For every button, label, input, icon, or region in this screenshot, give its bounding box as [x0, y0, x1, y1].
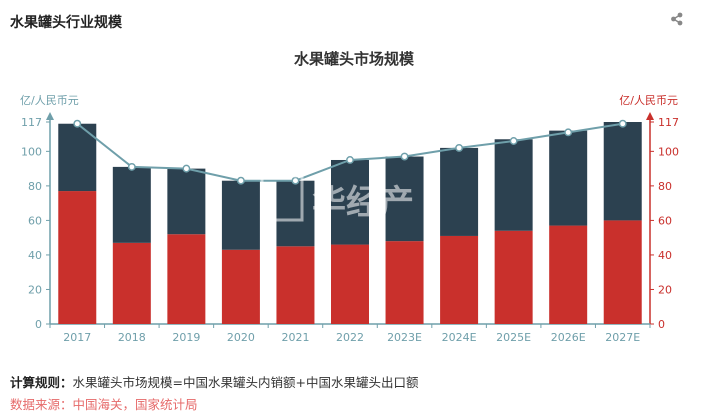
y-right-tick-label: 60	[658, 214, 672, 227]
y-left-tick-label: 100	[21, 145, 42, 158]
y-left-tick-label: 0	[35, 318, 42, 331]
y-left-axis-title: 亿/人民币元	[20, 94, 79, 107]
line-point-2025E[interactable]	[509, 137, 518, 145]
svg-text:华经产: 华经产	[312, 183, 414, 223]
bar-2025E-s0[interactable]	[494, 230, 533, 324]
share-icon[interactable]	[670, 12, 684, 26]
bar-2026E-s1[interactable]	[549, 130, 588, 226]
line-point-2018[interactable]	[127, 162, 136, 171]
y-right-tick-label: 40	[658, 249, 672, 262]
bar-2019-s1[interactable]	[167, 168, 206, 235]
y-right-tick-label: 20	[658, 283, 672, 296]
chart-title: 水果罐头市场规模	[293, 50, 414, 68]
y-left-tick-label: 40	[28, 249, 42, 262]
line-point-2024E[interactable]	[455, 143, 464, 152]
line-point-2023E[interactable]	[400, 152, 409, 161]
bar-2020-s0[interactable]	[221, 249, 260, 324]
calc-rule-line: 计算规则：水果罐头市场规模=中国水果罐头内销额+中国水果罐头出口额	[10, 372, 418, 391]
x-tick-label-2018: 2018	[118, 331, 146, 344]
y-left-tick-label: 117	[21, 116, 42, 129]
y-left-tick-label: 80	[28, 180, 42, 193]
bar-2025E-s1[interactable]	[494, 139, 533, 231]
x-tick-label-2024E: 2024E	[442, 331, 477, 344]
x-tick-label-2025E: 2025E	[496, 331, 531, 344]
bar-2022-s0[interactable]	[331, 244, 369, 324]
line-point-2022[interactable]	[346, 156, 354, 164]
bar-2027E-s1[interactable]	[603, 122, 642, 221]
line-point-2026E[interactable]	[564, 128, 573, 137]
bar-2026E-s0[interactable]	[549, 225, 588, 324]
bar-2018-s1[interactable]	[112, 166, 151, 243]
bar-2027E-s0[interactable]	[603, 220, 642, 324]
x-tick-label-2023E: 2023E	[387, 331, 422, 344]
bar-2018-s0[interactable]	[112, 242, 151, 324]
y-right-tick-label: 100	[658, 145, 679, 158]
calc-rule-text: 水果罐头市场规模=中国水果罐头内销额+中国水果罐头出口额	[72, 375, 419, 390]
bar-2023E-s0[interactable]	[385, 241, 424, 324]
bar-2024E-s0[interactable]	[440, 235, 479, 324]
bar-2023E-s1[interactable]	[385, 156, 424, 242]
calc-rule-label: 计算规则：	[10, 375, 73, 390]
y-right-axis-title: 亿/人民币元	[619, 94, 678, 107]
bar-2019-s0[interactable]	[167, 234, 206, 324]
bar-2024E-s1[interactable]	[440, 147, 479, 236]
bar-2022-s1[interactable]	[331, 159, 369, 245]
line-point-2027E[interactable]	[618, 119, 627, 128]
x-tick-label-2017: 2017	[63, 331, 91, 344]
y-right-tick-label: 80	[658, 180, 672, 193]
watermark-logo: 华经产	[260, 174, 414, 223]
data-source: 数据来源：中国海关，国家统计局	[10, 397, 198, 412]
y-left-axis-arrow	[46, 112, 54, 120]
bar-2017-s0[interactable]	[58, 191, 97, 324]
x-tick-label-2019: 2019	[172, 331, 200, 344]
x-tick-label-2021: 2021	[281, 331, 309, 344]
y-left-tick-label: 60	[28, 214, 42, 227]
bar-2020-s1[interactable]	[221, 180, 260, 250]
y-right-axis-arrow	[646, 112, 654, 120]
line-point-2021[interactable]	[291, 176, 300, 185]
y-left-tick-label: 20	[28, 283, 42, 296]
bar-2021-s1[interactable]	[276, 180, 315, 247]
line-point-2020[interactable]	[236, 176, 245, 185]
y-right-tick-label: 117	[658, 116, 679, 129]
x-tick-label-2022: 2022	[336, 331, 364, 344]
panel-title: 水果罐头行业规模	[10, 15, 122, 31]
bar-2021-s0[interactable]	[276, 246, 315, 324]
x-tick-label-2026E: 2026E	[551, 331, 586, 344]
line-point-2017[interactable]	[73, 119, 82, 128]
line-point-2019[interactable]	[182, 164, 191, 173]
x-tick-label-2020: 2020	[227, 331, 255, 344]
x-tick-label-2027E: 2027E	[605, 331, 640, 344]
y-right-tick-label: 0	[658, 318, 665, 331]
